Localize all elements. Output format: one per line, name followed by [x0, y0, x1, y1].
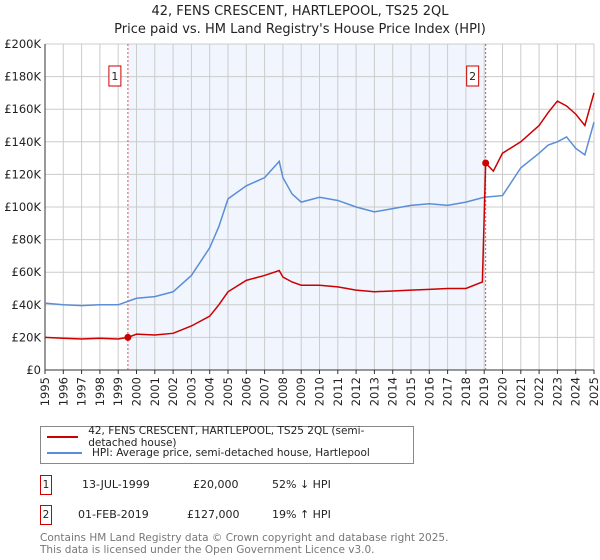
- sale-date: 01-FEB-2019: [78, 508, 149, 521]
- sale-point: [482, 159, 490, 167]
- x-tick-label: 2003: [184, 377, 198, 406]
- legend-label: HPI: Average price, semi-detached house,…: [92, 447, 370, 459]
- x-tick-label: 2024: [569, 377, 583, 406]
- x-tick-label: 1999: [111, 377, 125, 406]
- chart-subtitle: Price paid vs. HM Land Registry's House …: [114, 22, 486, 37]
- x-tick-label: 2005: [221, 377, 235, 406]
- sale-hpi: 19% ↑ HPI: [272, 508, 331, 521]
- y-tick-label: £0: [26, 363, 41, 377]
- sale-badge: 1: [40, 475, 52, 495]
- sale-price: £20,000: [193, 478, 239, 491]
- y-tick-label: £120K: [4, 167, 41, 181]
- x-tick-label: 2017: [441, 377, 455, 406]
- footer-line: Contains HM Land Registry data © Crown c…: [40, 532, 449, 544]
- sale-badge: 2: [40, 505, 52, 525]
- sale-label-box: [466, 65, 480, 87]
- y-tick-label: £200K: [4, 37, 41, 51]
- x-tick-label: 2014: [386, 377, 400, 406]
- x-tick-label: 2010: [313, 377, 327, 406]
- x-tick-label: 2022: [532, 377, 546, 406]
- x-tick-label: 2015: [404, 377, 418, 406]
- sale-hpi: 52% ↓ HPI: [272, 478, 331, 491]
- x-tick-label: 2013: [367, 377, 381, 406]
- x-tick-label: 2020: [496, 377, 510, 406]
- x-tick-label: 2025: [587, 377, 600, 406]
- chart: 1995 1996 1997 1998 1999 2000 2001 2002 2003 2004…: [4, 37, 600, 406]
- sale-date: 13-JUL-1999: [82, 478, 150, 491]
- legend-label: 42, FENS CRESCENT, HARTLEPOOL, TS25 2QL …: [88, 425, 365, 449]
- x-tick-label: 2012: [349, 377, 363, 406]
- x-tick-label: 1998: [93, 377, 107, 406]
- legend: 42, FENS CRESCENT, HARTLEPOOL, TS25 2QL …: [40, 425, 414, 464]
- x-tick-label: 2009: [294, 377, 308, 406]
- y-tick-label: £100K: [4, 200, 41, 214]
- sale-price: £127,000: [187, 508, 240, 521]
- y-tick-label: £80K: [12, 233, 42, 247]
- sale-label: 1: [111, 70, 118, 83]
- x-tick-label: 2019: [477, 377, 491, 406]
- legend-swatch-blue: [47, 452, 82, 454]
- sale-row: 1 13-JUL-1999 £20,000 52% ↓ HPI: [40, 475, 440, 495]
- sale-label: 2: [469, 70, 476, 83]
- footer: Contains HM Land Registry data © Crown c…: [40, 532, 448, 556]
- sale-row: 2 01-FEB-2019 £127,000 19% ↑ HPI: [40, 505, 440, 525]
- x-tick-label: 1995: [38, 377, 52, 406]
- y-tick-label: £180K: [4, 70, 41, 84]
- y-tick-label: £140K: [4, 135, 41, 149]
- sale-point: [124, 333, 132, 341]
- x-tick-label: 2021: [514, 377, 528, 406]
- x-tick-label: 2002: [166, 377, 180, 406]
- legend-swatch-red: [47, 436, 79, 438]
- x-tick-label: 2007: [258, 377, 272, 406]
- x-tick-label: 2011: [331, 377, 345, 406]
- x-tick-label: 2016: [422, 377, 436, 406]
- x-tick-label: 2008: [276, 377, 290, 406]
- y-tick-label: £20K: [12, 330, 42, 344]
- y-tick-label: £40K: [12, 298, 42, 312]
- y-tick-label: £60K: [12, 265, 42, 279]
- x-tick-label: 2023: [550, 377, 564, 406]
- x-tick-label: 2006: [239, 377, 253, 406]
- chart-title: 42, FENS CRESCENT, HARTLEPOOL, TS25 2QL: [151, 4, 449, 19]
- footer-line: This data is licensed under the Open Gov…: [40, 544, 375, 556]
- sale-label-box: [108, 65, 122, 87]
- series-line-1: [44, 122, 595, 307]
- x-tick-label: 2004: [203, 377, 217, 406]
- series-line-0: [44, 92, 595, 340]
- x-tick-label: 2018: [459, 377, 473, 406]
- x-tick-label: 2000: [130, 377, 144, 406]
- x-tick-label: 1996: [56, 377, 70, 406]
- y-tick-label: £160K: [4, 102, 41, 116]
- x-tick-label: 2001: [148, 377, 162, 406]
- x-tick-label: 1997: [75, 377, 89, 406]
